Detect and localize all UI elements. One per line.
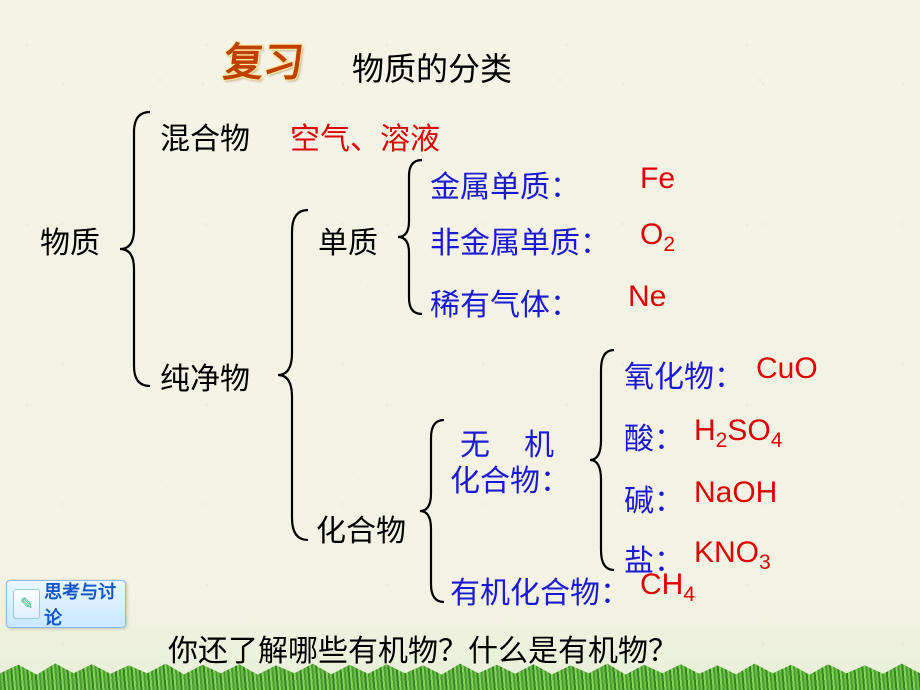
pure-brace bbox=[278, 210, 308, 540]
node-mixture: 混合物 bbox=[160, 114, 250, 158]
example-metal: Fe bbox=[640, 162, 675, 196]
example-nonmetal: O2 bbox=[640, 218, 675, 257]
example-mixture: 空气、溶液 bbox=[290, 114, 440, 158]
node-acid: 酸： bbox=[624, 414, 684, 458]
question-text: 你还了解哪些有机物？什么是有机物？ bbox=[168, 626, 678, 670]
example-noble: Ne bbox=[628, 280, 666, 314]
node-oxide: 氧化物： bbox=[624, 352, 744, 396]
example-oxide: CuO bbox=[756, 352, 818, 386]
example-acid: H2SO4 bbox=[694, 414, 782, 453]
inorganic-brace bbox=[590, 350, 614, 570]
node-base: 碱： bbox=[624, 476, 684, 520]
compound-brace bbox=[420, 420, 444, 602]
page-title: 物质的分类 bbox=[352, 44, 512, 90]
simple-brace bbox=[398, 160, 422, 314]
example-salt: KNO3 bbox=[694, 536, 771, 575]
node-pure: 纯净物 bbox=[160, 354, 250, 398]
example-base: NaOH bbox=[694, 476, 777, 510]
review-badge: 复习 bbox=[221, 30, 307, 88]
node-inorganic-line2: 化合物： bbox=[450, 456, 570, 500]
node-organic: 有机化合物： bbox=[450, 568, 630, 612]
node-salt: 盐： bbox=[624, 536, 684, 580]
node-metal: 金属单质： bbox=[430, 162, 580, 206]
pencil-board-icon bbox=[13, 589, 40, 619]
root-brace bbox=[120, 112, 150, 386]
node-compound: 化合物 bbox=[316, 506, 406, 550]
discuss-label: 思考与讨论 bbox=[44, 578, 125, 630]
discuss-banner: 思考与讨论 bbox=[6, 580, 126, 628]
diagram-content: 复习 物质的分类 物质 混合物 空气、溶液 纯净物 单质 化合物 金属单质： F… bbox=[0, 0, 920, 690]
node-noble: 稀有气体： bbox=[430, 280, 580, 324]
node-nonmetal: 非金属单质： bbox=[430, 218, 610, 262]
node-simple: 单质 bbox=[318, 218, 378, 262]
root-matter: 物质 bbox=[40, 218, 100, 262]
